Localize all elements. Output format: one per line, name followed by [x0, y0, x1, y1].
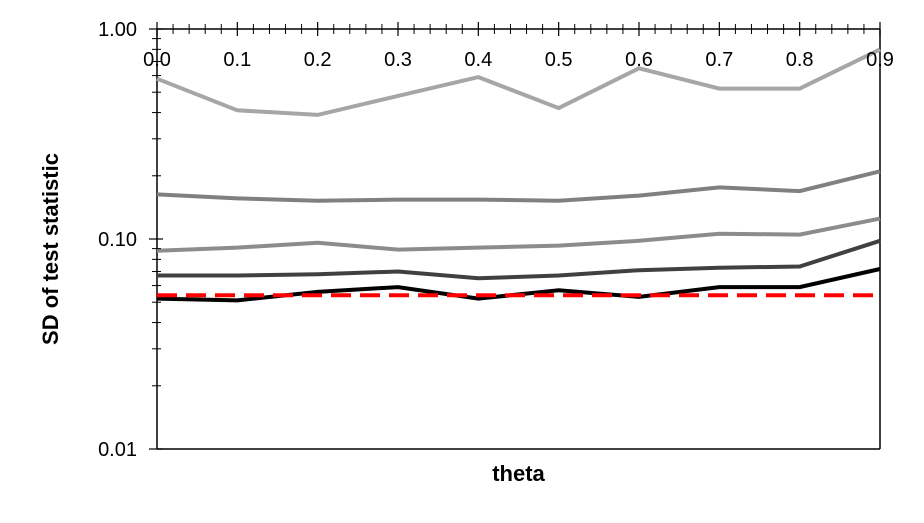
series-line	[157, 171, 880, 201]
x-tick-label: 0.9	[866, 49, 894, 71]
x-axis-title: theta	[492, 461, 545, 486]
y-tick-label: 1.00	[98, 19, 137, 41]
x-tick-label: 0.6	[625, 49, 653, 71]
x-tick-label: 0.2	[304, 49, 332, 71]
y-axis-title: SD of test statistic	[38, 153, 63, 345]
series-line	[157, 49, 880, 115]
x-tick-label: 0.3	[384, 49, 412, 71]
x-tick-label: 0.1	[223, 49, 251, 71]
series-line	[157, 219, 880, 251]
x-tick-label: 0.5	[545, 49, 573, 71]
series-layer	[157, 49, 880, 300]
x-tick-label: 0.7	[705, 49, 733, 71]
y-tick-label: 0.01	[98, 439, 137, 461]
x-tick-label: 0.0	[143, 49, 171, 71]
y-tick-label: 0.10	[98, 229, 137, 251]
x-tick-label: 0.4	[464, 49, 492, 71]
x-tick-label: 0.8	[786, 49, 814, 71]
